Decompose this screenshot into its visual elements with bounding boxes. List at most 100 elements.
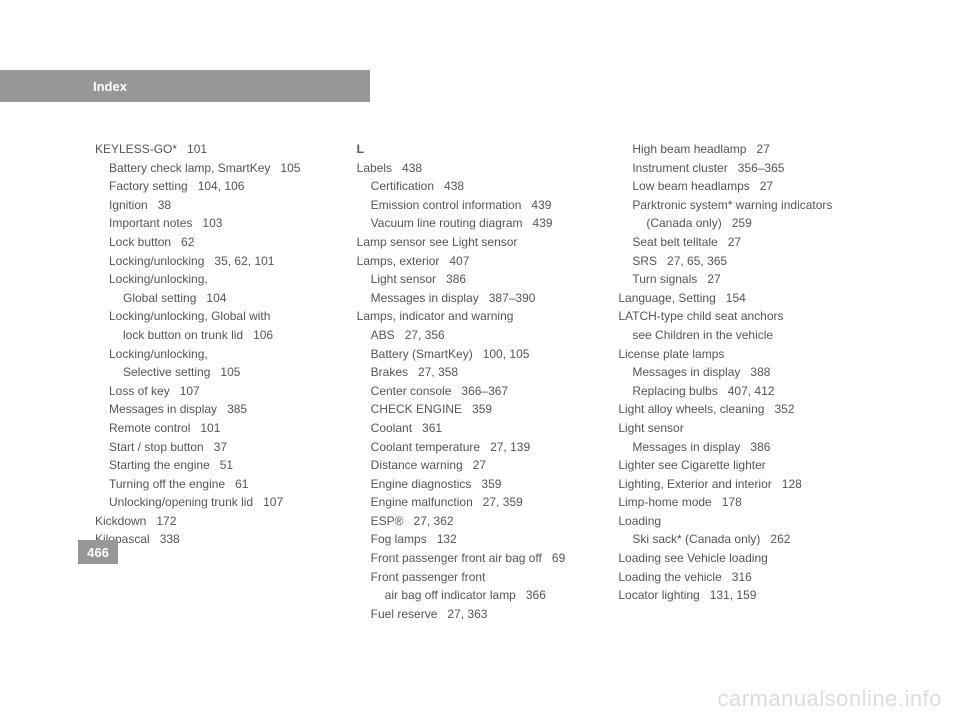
index-entry: Instrument cluster356–365	[618, 159, 855, 178]
entry-pages: 104, 106	[198, 179, 245, 193]
entry-pages: 106	[253, 328, 273, 342]
entry-text: Light sensor	[618, 421, 683, 435]
entry-pages: 101	[200, 421, 220, 435]
entry-text: Unlocking/opening trunk lid	[109, 495, 253, 509]
entry-pages: 387–390	[489, 291, 536, 305]
entry-pages: 178	[722, 495, 742, 509]
entry-text: Factory setting	[109, 179, 188, 193]
index-entry: Messages in display385	[95, 400, 332, 419]
entry-text: Certification	[371, 179, 434, 193]
entry-pages: 27, 363	[447, 607, 487, 621]
index-entry: Lamps, exterior 407	[357, 252, 594, 271]
entry-pages: 388	[750, 365, 770, 379]
entry-pages: 27	[756, 142, 769, 156]
column-2: L Labels 438Certification 438 Emission contr…	[357, 140, 594, 623]
entry-pages: 438	[402, 161, 422, 175]
index-entry: Unlocking/opening trunk lid107	[95, 493, 332, 512]
entry-pages: 27	[473, 458, 486, 472]
index-entry: Light sensor386	[357, 270, 594, 289]
index-entry: Messages in display386	[618, 438, 855, 457]
entry-text: Fog lamps	[371, 532, 427, 546]
index-entry: Emission control information439	[357, 196, 594, 215]
index-entry: Engine diagnostics359	[357, 475, 594, 494]
index-entry: Fuel reserve 27, 363	[357, 605, 594, 624]
index-entry: Locking/unlocking35, 62, 101	[95, 252, 332, 271]
index-entry: air bag off indicator lamp 366	[357, 586, 594, 605]
entry-text: Ignition	[109, 198, 148, 212]
index-entry: Kickdown172	[95, 512, 332, 531]
entry-pages: 51	[220, 458, 233, 472]
index-entry: L	[357, 140, 594, 159]
index-entry: High beam headlamp27	[618, 140, 855, 159]
index-entry: Distance warning27	[357, 456, 594, 475]
index-entry: Front passenger front	[357, 568, 594, 587]
entry-text: Light sensor	[371, 272, 436, 286]
index-entry: SRS27, 65, 365	[618, 252, 855, 271]
entry-pages: 352	[774, 402, 794, 416]
entry-pages: 366	[526, 588, 546, 602]
entry-text: air bag off indicator lamp	[385, 588, 516, 602]
entry-text: (Canada only)	[646, 216, 721, 230]
index-entry: Coolant temperature27, 139	[357, 438, 594, 457]
index-entry: Center console 366–367	[357, 382, 594, 401]
index-entry: Labels 438	[357, 159, 594, 178]
index-entry: Ignition 38	[95, 196, 332, 215]
entry-text: CHECK ENGINE	[371, 402, 462, 416]
entry-pages: 259	[732, 216, 752, 230]
index-entry: Vacuum line routing diagram439	[357, 214, 594, 233]
index-entry: CHECK ENGINE359	[357, 400, 594, 419]
entry-pages: 27, 139	[490, 440, 530, 454]
entry-text: Lamps, exterior	[357, 254, 440, 268]
entry-pages: 131, 159	[710, 588, 757, 602]
index-entry: Kilopascal338	[95, 530, 332, 549]
entry-text: Locking/unlocking,	[109, 272, 208, 286]
entry-text: Battery check lamp, SmartKey	[109, 161, 270, 175]
entry-pages: 361	[422, 421, 442, 435]
index-entry: Messages in display 388	[618, 363, 855, 382]
index-entry: Loading see Vehicle loading	[618, 549, 855, 568]
entry-text: Messages in display	[632, 365, 740, 379]
entry-text: Lighting, Exterior and interior	[618, 477, 771, 491]
index-entry: Battery check lamp, SmartKey 105	[95, 159, 332, 178]
entry-pages: 105	[280, 161, 300, 175]
index-entry: KEYLESS-GO* 101	[95, 140, 332, 159]
entry-pages: 38	[158, 198, 171, 212]
entry-pages: 107	[180, 384, 200, 398]
entry-text: LATCH-type child seat anchors	[618, 309, 783, 323]
index-entry: Low beam headlamps27	[618, 177, 855, 196]
entry-pages: 366–367	[461, 384, 508, 398]
entry-text: KEYLESS-GO*	[95, 142, 177, 156]
entry-pages: 132	[437, 532, 457, 546]
entry-text: Messages in display	[109, 402, 217, 416]
entry-text: Loss of key	[109, 384, 170, 398]
entry-text: Center console	[371, 384, 452, 398]
entry-text: L	[357, 142, 364, 156]
entry-text: Labels	[357, 161, 392, 175]
entry-pages: 359	[481, 477, 501, 491]
entry-text: Lamps, indicator and warning	[357, 309, 514, 323]
entry-text: Fuel reserve	[371, 607, 438, 621]
index-entry: Loading the vehicle316	[618, 568, 855, 587]
entry-text: Loading the vehicle	[618, 570, 721, 584]
entry-text: Brakes	[371, 365, 408, 379]
entry-pages: 407	[449, 254, 469, 268]
index-entry: Limp-home mode178	[618, 493, 855, 512]
entry-pages: 27, 356	[405, 328, 445, 342]
entry-text: Ski sack* (Canada only)	[632, 532, 760, 546]
entry-text: Engine malfunction	[371, 495, 473, 509]
entry-text: lock button on trunk lid	[123, 328, 243, 342]
index-entry: ESP®27, 362	[357, 512, 594, 531]
index-entry: Front passenger front air bag off69	[357, 549, 594, 568]
entry-text: Important notes	[109, 216, 192, 230]
index-entry: Parktronic system* warning indicators	[618, 196, 855, 215]
entry-text: Language, Setting	[618, 291, 715, 305]
entry-text: Locking/unlocking, Global with	[109, 309, 270, 323]
page-number-text: 466	[87, 545, 109, 560]
entry-text: Starting the engine	[109, 458, 210, 472]
index-entry: Ski sack* (Canada only)262	[618, 530, 855, 549]
index-entry: Lamp sensor see Light sensor	[357, 233, 594, 252]
index-entry: Lamps, indicator and warning	[357, 307, 594, 326]
index-entry: Lighter see Cigarette lighter	[618, 456, 855, 475]
index-entry: Loading	[618, 512, 855, 531]
entry-pages: 101	[187, 142, 207, 156]
